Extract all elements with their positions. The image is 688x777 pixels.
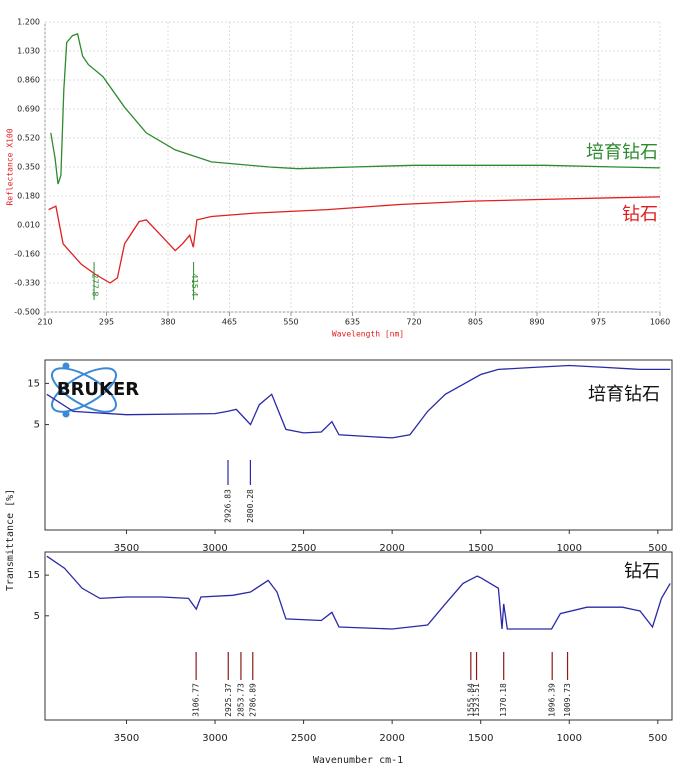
spectrum-line xyxy=(46,364,671,439)
spectrum-line xyxy=(46,555,671,630)
x-tick-label: 1500 xyxy=(468,543,493,554)
series-label: 钻石 xyxy=(624,561,660,582)
peak-label: 1370.18 xyxy=(499,683,508,717)
peak-label: 415.4 xyxy=(190,274,199,297)
x-tick-label: 975 xyxy=(591,318,606,327)
x-tick-label: 550 xyxy=(283,318,298,327)
x-tick-label: 3000 xyxy=(202,733,227,744)
y-tick-label: 0.010 xyxy=(17,221,40,230)
peak-label: 2926.83 xyxy=(223,489,232,523)
y-axis-label: Transmittance [%] xyxy=(5,489,16,591)
y-tick-label: 1.030 xyxy=(17,47,40,56)
x-tick-label: 295 xyxy=(99,318,114,327)
series-label: 钻石 xyxy=(622,204,658,225)
spectrum-line xyxy=(48,196,661,284)
peak-label: 277.8 xyxy=(91,274,100,297)
y-tick-label: 15 xyxy=(27,570,40,581)
y-tick-label: 5 xyxy=(34,420,40,431)
bruker-logo: BRUKER xyxy=(51,362,139,418)
y-tick-label: 1.200 xyxy=(17,18,40,27)
x-tick-label: 3000 xyxy=(202,543,227,554)
y-tick-label: 0.860 xyxy=(17,76,40,85)
logo-text: BRUKER xyxy=(57,379,139,400)
x-tick-label: 1000 xyxy=(557,733,582,744)
peak-label: 2800.28 xyxy=(246,489,255,523)
series-label: 培育钻石 xyxy=(586,142,658,163)
x-tick-label: 2000 xyxy=(379,733,404,744)
logo-dot xyxy=(62,362,70,370)
peak-label: 1096.39 xyxy=(548,683,557,717)
x-tick-label: 465 xyxy=(222,318,237,327)
x-tick-label: 500 xyxy=(648,733,667,744)
peak-label: 1009.73 xyxy=(563,683,572,717)
peak-label: 1523.51 xyxy=(472,683,481,717)
x-tick-label: 1500 xyxy=(468,733,493,744)
x-tick-label: 3500 xyxy=(114,733,139,744)
y-axis-label: Reflectance X100 xyxy=(6,128,15,205)
x-tick-label: 1000 xyxy=(557,543,582,554)
y-tick-label: 0.180 xyxy=(17,192,40,201)
y-tick-label: 0.520 xyxy=(17,134,40,143)
y-tick-label: -0.160 xyxy=(14,250,40,259)
x-tick-label: 2000 xyxy=(379,543,404,554)
y-tick-label: 0.690 xyxy=(17,105,40,114)
y-tick-label: -0.330 xyxy=(14,279,40,288)
x-tick-label: 210 xyxy=(37,318,52,327)
x-tick-label: 380 xyxy=(160,318,175,327)
x-tick-label: 805 xyxy=(468,318,483,327)
peak-label: 2925.37 xyxy=(224,683,233,717)
logo-orbit xyxy=(51,367,117,413)
x-tick-label: 635 xyxy=(345,318,360,327)
peak-label: 2786.89 xyxy=(248,683,257,717)
peak-label: 3106.77 xyxy=(192,683,201,717)
x-tick-label: 500 xyxy=(648,543,667,554)
y-tick-label: -0.500 xyxy=(14,308,40,317)
x-tick-label: 2500 xyxy=(291,543,316,554)
x-tick-label: 720 xyxy=(406,318,421,327)
peak-label: 1555.84 xyxy=(466,683,475,717)
spectrum-line xyxy=(50,33,661,185)
x-tick-label: 3500 xyxy=(114,543,139,554)
x-axis-label: Wavenumber cm-1 xyxy=(313,755,403,766)
x-tick-label: 890 xyxy=(529,318,544,327)
y-tick-label: 0.350 xyxy=(17,163,40,172)
x-tick-label: 2500 xyxy=(291,733,316,744)
logo-orbit xyxy=(51,367,117,413)
logo-dot xyxy=(62,410,70,418)
x-axis-label: Wavelength [nm] xyxy=(332,330,404,339)
series-label: 培育钻石 xyxy=(588,384,660,405)
peak-label: 2853.73 xyxy=(236,683,245,717)
y-tick-label: 15 xyxy=(27,378,40,389)
y-tick-label: 5 xyxy=(34,611,40,622)
plot-frame xyxy=(44,359,673,531)
x-tick-label: 1060 xyxy=(650,318,670,327)
plot-frame xyxy=(44,551,673,721)
